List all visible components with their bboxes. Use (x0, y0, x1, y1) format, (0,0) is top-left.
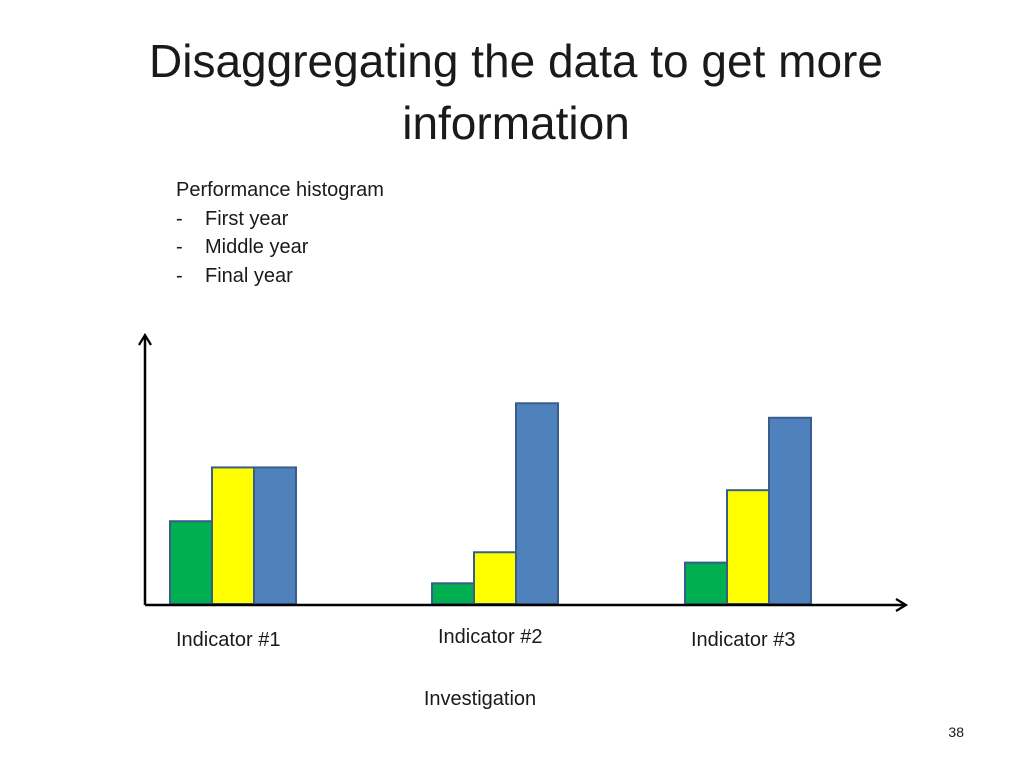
category-label: Indicator #3 (691, 629, 796, 651)
dash-marker: - (176, 236, 183, 258)
bar-2-series-3 (515, 402, 559, 605)
notes-item-label: Final year (205, 264, 293, 287)
dash-marker: - (176, 207, 183, 230)
dash-marker: - (176, 264, 183, 287)
bar-2-series-1 (431, 582, 475, 605)
bar-2-series-2 (473, 551, 517, 605)
bar-1-series-2 (211, 466, 255, 605)
bar-3-series-3 (768, 416, 812, 605)
category-labels: Indicator #1 Indicator #2 Indicator #3 (176, 626, 796, 651)
notes-item-label: Middle year (205, 236, 309, 258)
bar-3-series-1 (684, 561, 728, 605)
bars-group (169, 402, 812, 606)
bar-1-series-3 (253, 466, 297, 605)
chart-notes: Performance histogram - First year - Mid… (176, 176, 384, 290)
x-axis-title: Investigation (424, 688, 536, 710)
page-number: 38 (948, 724, 964, 740)
notes-item: - Final year (176, 262, 384, 291)
slide-title: Disaggregating the data to get more info… (149, 35, 883, 149)
notes-item: - Middle year (176, 233, 384, 262)
notes-item-label: First year (205, 207, 289, 230)
category-label: Indicator #1 (176, 629, 281, 651)
notes-heading: Performance histogram (176, 179, 384, 201)
bar-3-series-2 (726, 489, 770, 606)
bar-1-series-1 (169, 520, 213, 606)
category-label: Indicator #2 (438, 626, 543, 648)
notes-item: - First year (176, 205, 384, 234)
